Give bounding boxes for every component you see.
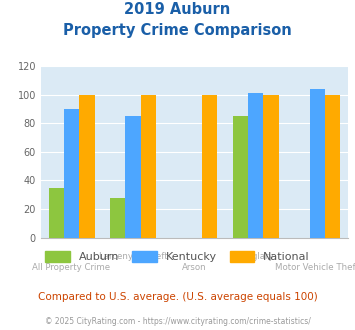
Bar bbox=[141, 95, 156, 238]
Bar bbox=[233, 116, 248, 238]
Text: Compared to U.S. average. (U.S. average equals 100): Compared to U.S. average. (U.S. average … bbox=[38, 292, 317, 302]
Text: © 2025 CityRating.com - https://www.cityrating.com/crime-statistics/: © 2025 CityRating.com - https://www.city… bbox=[45, 317, 310, 326]
Bar bbox=[310, 89, 325, 238]
Text: Larceny & Theft: Larceny & Theft bbox=[99, 252, 167, 261]
Bar bbox=[49, 187, 64, 238]
Bar bbox=[263, 95, 279, 238]
Bar bbox=[110, 198, 125, 238]
Bar bbox=[202, 95, 217, 238]
Bar bbox=[79, 95, 94, 238]
Text: 2019 Auburn: 2019 Auburn bbox=[124, 2, 231, 16]
Text: Arson: Arson bbox=[182, 263, 207, 272]
Bar bbox=[325, 95, 340, 238]
Legend: Auburn, Kentucky, National: Auburn, Kentucky, National bbox=[41, 247, 314, 267]
Text: Property Crime Comparison: Property Crime Comparison bbox=[63, 23, 292, 38]
Bar bbox=[248, 93, 263, 238]
Text: Burglary: Burglary bbox=[237, 252, 274, 261]
Text: Motor Vehicle Theft: Motor Vehicle Theft bbox=[275, 263, 355, 272]
Bar bbox=[64, 109, 79, 238]
Text: All Property Crime: All Property Crime bbox=[32, 263, 111, 272]
Bar bbox=[125, 116, 141, 238]
